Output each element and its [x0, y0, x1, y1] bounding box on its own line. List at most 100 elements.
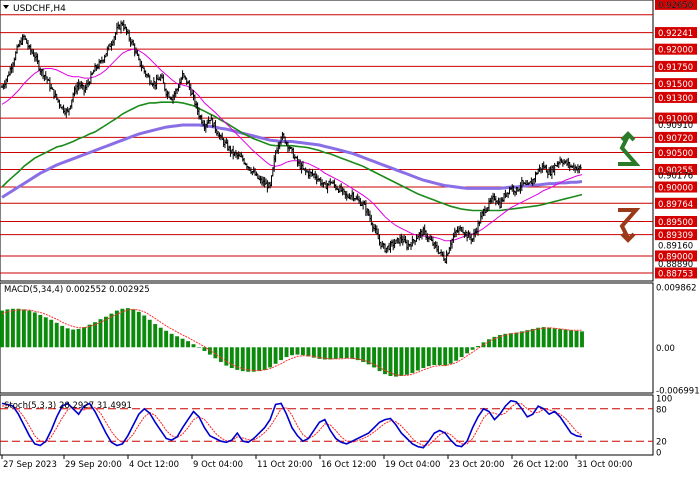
- time-axis: 27 Sep 2023 29 Sep 20:00 4 Oct 12:00 9 Oct …: [1, 455, 632, 470]
- price-level-label: 0.91300: [658, 94, 693, 104]
- macd-bar: [60, 325, 65, 348]
- macd-bar: [197, 347, 201, 348]
- price-level-label: 0.90255: [658, 166, 693, 176]
- macd-bar: [120, 308, 125, 348]
- macd-bar: [563, 329, 568, 348]
- macd-bar: [76, 328, 81, 348]
- macd-bar: [273, 347, 278, 364]
- macd-bar: [322, 347, 327, 360]
- macd-bar: [32, 312, 37, 348]
- macd-bar: [344, 347, 349, 359]
- macd-bar: [350, 347, 355, 359]
- macd-bar: [399, 347, 404, 376]
- price-axis: 0.92650 0.92241 0.92000 0.91750 0.91500 0.913…: [655, 0, 697, 279]
- macd-bar: [404, 347, 409, 375]
- stoch-tick-label: 80: [656, 405, 667, 415]
- macd-bar: [388, 347, 393, 376]
- price-level-box: [655, 112, 697, 124]
- macd-bar: [421, 347, 426, 369]
- macd-bar: [180, 338, 185, 348]
- price-level-label: 0.89500: [658, 218, 693, 228]
- macd-title: MACD(5,34,4) 0.002552 0.002925: [4, 285, 150, 295]
- macd-bar: [372, 347, 377, 368]
- time-label: 26 Oct 12:00: [513, 460, 568, 470]
- macd-bar: [279, 347, 284, 361]
- price-level-label: 0.90000: [658, 184, 693, 194]
- macd-bar: [131, 309, 136, 348]
- macd-bar: [410, 347, 415, 373]
- macd-signal-line: [1, 308, 582, 376]
- arrow-up-icon: [618, 131, 641, 166]
- time-label: 4 Oct 12:00: [129, 460, 179, 470]
- price-tick-label: 0.90910: [658, 121, 693, 131]
- macd-panel: 0.009862 0.00 -0.006991 MACD(5,34,4) 0.002…: [0, 282, 700, 397]
- stoch-panel-frame: [0, 394, 654, 456]
- price-level-box: [655, 43, 697, 55]
- price-level-label: 0.91750: [658, 63, 693, 73]
- macd-bar: [43, 317, 48, 348]
- macd-bar: [240, 347, 245, 372]
- ma-slow-line: [1, 123, 583, 199]
- macd-bar: [530, 328, 535, 348]
- macd-bar: [394, 347, 398, 377]
- macd-bar: [541, 327, 546, 348]
- macd-bar: [21, 309, 26, 348]
- macd-bar: [147, 319, 152, 348]
- candles: [0, 19, 582, 264]
- macd-bar: [175, 336, 180, 348]
- macd-bar: [153, 324, 158, 348]
- price-level-label: 0.92650: [658, 1, 693, 11]
- macd-tick-label: -0.006991: [656, 387, 700, 397]
- time-label: 29 Sep 20:00: [65, 460, 122, 470]
- stoch-tick-label: 100: [656, 395, 672, 405]
- macd-bar: [432, 347, 437, 365]
- dropdown-triangle-icon[interactable]: [3, 5, 9, 9]
- macd-bar: [158, 327, 163, 348]
- macd-bar: [508, 333, 513, 348]
- macd-bar: [339, 347, 344, 359]
- price-level-label: 0.88753: [658, 269, 693, 279]
- price-level-box: [655, 0, 697, 10]
- macd-bar: [186, 341, 190, 348]
- macd-bar: [125, 308, 130, 348]
- macd-bar: [98, 319, 103, 348]
- macd-bar: [164, 330, 169, 348]
- price-level-box: [655, 131, 697, 143]
- macd-bar: [136, 311, 141, 348]
- macd-bar: [213, 347, 218, 359]
- macd-bar: [54, 322, 59, 348]
- macd-bar: [415, 347, 420, 371]
- macd-bar: [547, 327, 552, 348]
- macd-axis: 0.009862 0.00 -0.006991: [656, 284, 700, 397]
- time-label: 27 Sep 2023: [3, 460, 57, 470]
- price-level-box: [655, 27, 697, 39]
- symbol-header[interactable]: USDCHF,H4: [3, 4, 66, 14]
- macd-bar: [574, 330, 579, 348]
- macd-bar: [569, 330, 574, 348]
- macd-histogram: [0, 308, 584, 377]
- macd-bar: [519, 331, 524, 348]
- macd-bar: [426, 347, 431, 367]
- macd-bar: [465, 347, 470, 354]
- price-level-label: 0.89000: [658, 252, 693, 262]
- symbol-label[interactable]: USDCHF,H4: [13, 4, 66, 14]
- macd-bar: [552, 328, 557, 348]
- macd-tick-label: 0.00: [656, 344, 675, 354]
- macd-bar: [191, 344, 196, 348]
- macd-bar: [355, 347, 360, 361]
- macd-bar: [246, 347, 251, 372]
- time-label: 31 Oct 00:00: [577, 460, 632, 470]
- macd-bar: [492, 336, 497, 348]
- price-panel-frame: [0, 0, 654, 282]
- price-panel: 0.92650 0.92241 0.92000 0.91750 0.91500 0.913…: [0, 0, 697, 282]
- macd-bar: [333, 347, 338, 359]
- price-level-box: [655, 91, 697, 103]
- price-level-box: [655, 250, 697, 262]
- stoch-tick-label: 0: [656, 449, 661, 459]
- time-label: 23 Oct 20:00: [449, 460, 504, 470]
- price-tick-label: 0.90176: [658, 171, 693, 181]
- macd-bar: [487, 339, 491, 348]
